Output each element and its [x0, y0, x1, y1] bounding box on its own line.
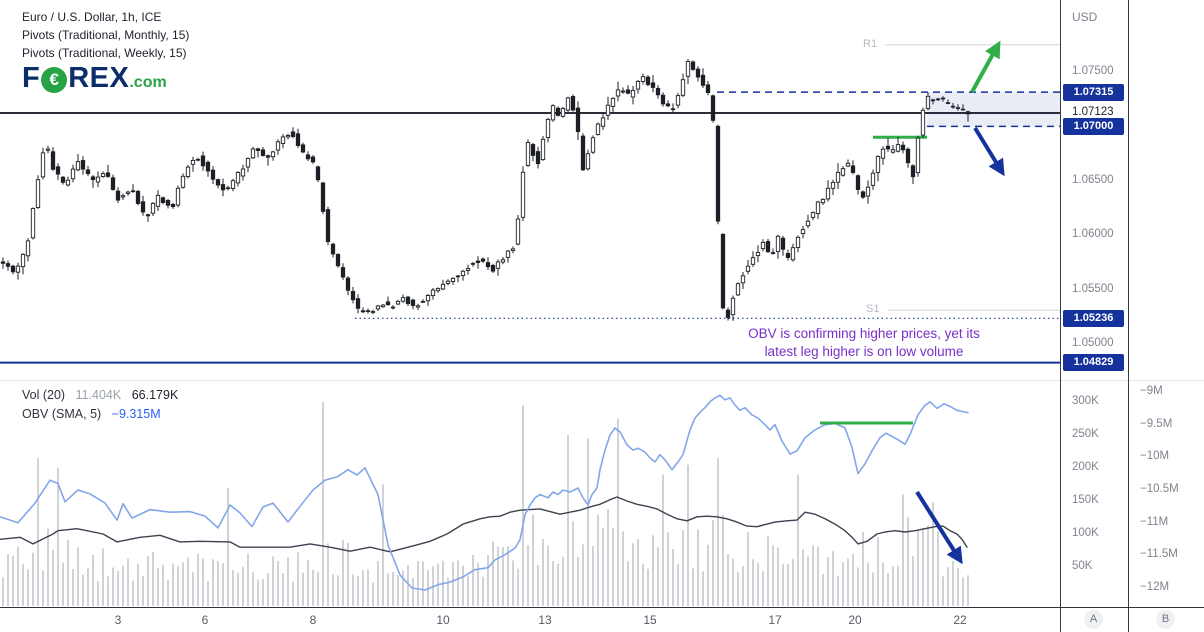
time-tick: 20 [848, 613, 862, 627]
volume-tick: 150K [1072, 494, 1099, 506]
price-level-label: 1.07123 [1072, 106, 1114, 119]
symbol-title[interactable]: Euro / U.S. Dollar, 1h, ICE [22, 10, 162, 24]
logo-f: F [22, 62, 41, 94]
time-tick: 3 [114, 613, 122, 627]
time-axis-border [0, 607, 1204, 608]
price-scale-column[interactable]: USD 1.07500 1.06500 1.06000 1.05500 1.05000 1… [1061, 0, 1128, 632]
logo-tld: .com [129, 74, 167, 91]
scale-a-border [1060, 0, 1061, 632]
time-tick: 15 [643, 613, 657, 627]
indicator-pivots-monthly[interactable]: Pivots (Traditional, Monthly, 15) [22, 28, 190, 42]
scale-a-button[interactable]: A [1084, 610, 1103, 629]
pane-separator[interactable] [0, 380, 1204, 381]
obv-value: −9.315M [111, 407, 161, 421]
analyst-note-line1: OBV is confirming higher prices, yet its [748, 326, 980, 341]
volume-value: 66.179K [131, 388, 179, 402]
volume-legend[interactable]: Vol (20) 11.404K 66.179K [22, 386, 178, 405]
volume-tick: 100K [1072, 527, 1099, 539]
price-tick: 1.05500 [1072, 282, 1114, 295]
obv-scale-column[interactable]: −9M −9.5M −10M −10.5M −11M −11.5M −12M [1129, 0, 1204, 632]
price-tick: 1.05000 [1072, 337, 1114, 349]
volume-tick: 50K [1072, 560, 1093, 572]
volume-tick: 200K [1072, 461, 1099, 473]
time-tick: 6 [201, 613, 209, 627]
price-tick: 1.07500 [1072, 65, 1114, 77]
obv-tick: −12M [1140, 581, 1170, 593]
chart-plot-area[interactable]: Euro / U.S. Dollar, 1h, ICE Pivots (Trad… [0, 0, 1060, 607]
time-tick: 10 [436, 613, 450, 627]
volume-tick: 250K [1072, 428, 1099, 440]
volume-legend-title: Vol (20) [22, 388, 66, 402]
obv-tick: −10M [1140, 450, 1170, 463]
price-badge: 1.07000 [1063, 117, 1124, 135]
price-badge: 1.07315 [1063, 83, 1124, 101]
chart-canvas[interactable] [0, 0, 1060, 607]
pivot-s1-label: S1 [866, 303, 880, 315]
price-badge: 1.05236 [1063, 309, 1124, 327]
time-tick: 17 [768, 613, 782, 627]
obv-tick: −11M [1140, 515, 1169, 528]
analyst-note[interactable]: OBV is confirming higher prices, yet its… [663, 325, 1065, 360]
logo-rex: REX [68, 62, 130, 94]
price-tick: 1.06500 [1072, 173, 1114, 186]
time-tick: 22 [953, 613, 967, 627]
price-badge: 1.04829 [1063, 354, 1124, 372]
volume-ma-value: 11.404K [75, 388, 122, 402]
forex-com-logo: F € REX.com [22, 62, 167, 95]
obv-tick: −11.5M [1140, 548, 1178, 561]
lower-pane-legend[interactable]: Vol (20) 11.404K 66.179K OBV (SMA, 5) −9… [22, 386, 178, 424]
volume-tick: 300K [1072, 395, 1099, 407]
time-tick: 8 [309, 613, 317, 627]
scale-b-border [1128, 0, 1129, 632]
time-tick: 13 [538, 613, 552, 627]
pivot-r1-label: R1 [863, 38, 878, 50]
chart-legend[interactable]: Euro / U.S. Dollar, 1h, ICE Pivots (Trad… [22, 8, 189, 62]
obv-legend-title: OBV (SMA, 5) [22, 407, 102, 421]
euro-circle-icon: € [41, 67, 68, 93]
obv-tick: −9.5M [1140, 417, 1173, 430]
currency-label: USD [1072, 10, 1098, 24]
analyst-note-line2: latest leg higher is on low volume [764, 343, 964, 359]
volume-obv-pane [0, 394, 969, 606]
obv-tick: −9M [1140, 385, 1163, 397]
indicator-pivots-weekly[interactable]: Pivots (Traditional, Weekly, 15) [22, 46, 187, 60]
scale-b-button[interactable]: B [1156, 610, 1175, 629]
time-axis[interactable]: 3 6 8 10 13 15 17 20 22 [0, 608, 1060, 632]
price-pane [0, 40, 1060, 364]
obv-tick: −10.5M [1140, 483, 1179, 495]
obv-legend[interactable]: OBV (SMA, 5) −9.315M [22, 405, 178, 424]
price-tick: 1.06000 [1072, 228, 1114, 241]
